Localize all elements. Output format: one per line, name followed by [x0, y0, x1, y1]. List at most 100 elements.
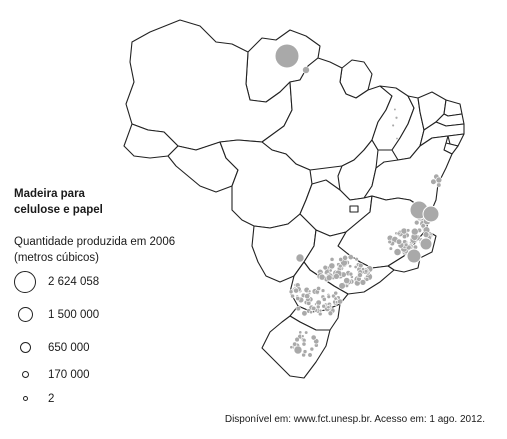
production-symbol [343, 277, 351, 285]
production-symbol [347, 254, 354, 261]
production-symbol [290, 293, 295, 299]
production-symbol [333, 296, 338, 301]
production-symbol [301, 341, 307, 347]
legend-item-label: 650 000 [48, 342, 90, 354]
production-symbol [326, 294, 331, 299]
production-symbol [293, 345, 303, 355]
legend-title-line2: celulose e papel [14, 204, 103, 216]
legend-title-line1: Madeira para [14, 188, 85, 200]
production-symbol [295, 253, 305, 263]
state-distrito-federal [349, 205, 359, 213]
production-symbol [430, 178, 437, 185]
production-symbol [406, 248, 422, 264]
legend-item-label: 170 000 [48, 369, 90, 381]
legend-item-3: 650 000 [14, 339, 174, 361]
production-symbol [406, 228, 411, 233]
production-symbol [298, 330, 303, 335]
production-symbol [422, 205, 440, 223]
production-symbol [321, 296, 327, 302]
legend-item-5: 2 [14, 393, 174, 416]
production-symbol [363, 269, 369, 274]
production-symbol [274, 43, 300, 69]
production-symbol [393, 107, 397, 111]
production-symbol [413, 219, 420, 226]
production-symbol [396, 231, 401, 236]
source-credit: Disponível em: www.fct.unesp.br. Acesso … [224, 414, 485, 425]
production-symbols [274, 43, 443, 358]
production-symbol [353, 265, 358, 269]
production-symbol [394, 115, 399, 120]
production-symbol [333, 290, 339, 296]
production-symbol [328, 262, 336, 270]
production-symbol [436, 182, 442, 188]
production-symbol [315, 299, 322, 306]
production-symbol [387, 239, 392, 245]
production-symbol [348, 271, 354, 277]
production-symbol [333, 273, 340, 280]
production-symbol [302, 66, 310, 74]
production-symbol [359, 279, 367, 286]
production-symbol [318, 273, 326, 281]
legend-item-1: 2 624 058 [14, 271, 174, 293]
state-rondonia [167, 141, 239, 193]
legend-item-label: 1 500 000 [48, 309, 100, 321]
legend-circle-medium-icon [18, 307, 33, 322]
production-symbol [420, 223, 426, 229]
production-symbol [338, 282, 346, 290]
legend-circle-minimal-icon [23, 396, 28, 401]
legend-circle-large-icon [14, 271, 36, 293]
legend-circle-small-icon [20, 342, 31, 353]
production-symbol [357, 262, 364, 269]
production-symbol [289, 345, 294, 350]
legend-subtitle: Quantidade produzida em 2006 (metros cúb… [14, 234, 214, 266]
production-symbol [304, 330, 309, 335]
production-symbol [311, 305, 317, 312]
legend-item-label: 2 [48, 393, 55, 405]
production-symbol [327, 310, 334, 317]
production-symbol [391, 123, 395, 128]
production-symbol [395, 137, 399, 141]
legend-circle-tiny-icon [22, 371, 29, 378]
production-symbol [422, 231, 430, 238]
production-symbol [288, 289, 294, 295]
production-symbol [294, 336, 300, 343]
legend-subtitle-line1: Quantidade produzida em 2006 [14, 236, 176, 248]
production-symbol [318, 308, 323, 313]
production-symbol [348, 264, 353, 269]
production-symbol [307, 352, 313, 358]
production-symbol [321, 303, 326, 309]
production-symbol [403, 242, 409, 248]
production-symbol [419, 237, 433, 251]
production-symbol [325, 274, 333, 282]
legend-item-4: 170 000 [14, 368, 174, 390]
production-symbol [301, 310, 308, 317]
production-symbol [361, 267, 366, 272]
production-symbol [357, 272, 363, 278]
production-symbol [328, 268, 333, 273]
production-symbol [364, 277, 370, 282]
production-symbol [302, 349, 308, 354]
production-symbol [315, 304, 321, 310]
legend-title: Madeira para celulose e papel [14, 186, 154, 218]
production-symbol [295, 295, 301, 301]
production-symbol [411, 227, 419, 236]
legend-item-label: 2 624 058 [48, 276, 100, 288]
production-symbol [354, 256, 359, 262]
production-symbol [329, 257, 335, 262]
production-symbol [309, 346, 315, 352]
production-symbol [388, 246, 393, 251]
production-symbol [293, 287, 299, 294]
legend-item-2: 1 500 000 [14, 305, 174, 327]
production-symbol [300, 334, 305, 339]
production-symbol [393, 248, 402, 256]
production-symbol [326, 305, 331, 310]
state-borders [123, 19, 465, 379]
production-symbol [310, 334, 317, 341]
production-symbol [337, 263, 343, 269]
production-symbol [307, 289, 312, 294]
production-symbol [304, 293, 311, 300]
production-symbol [295, 305, 301, 312]
legend-subtitle-line2: (metros cúbicos) [14, 252, 99, 264]
production-symbol [322, 264, 328, 271]
